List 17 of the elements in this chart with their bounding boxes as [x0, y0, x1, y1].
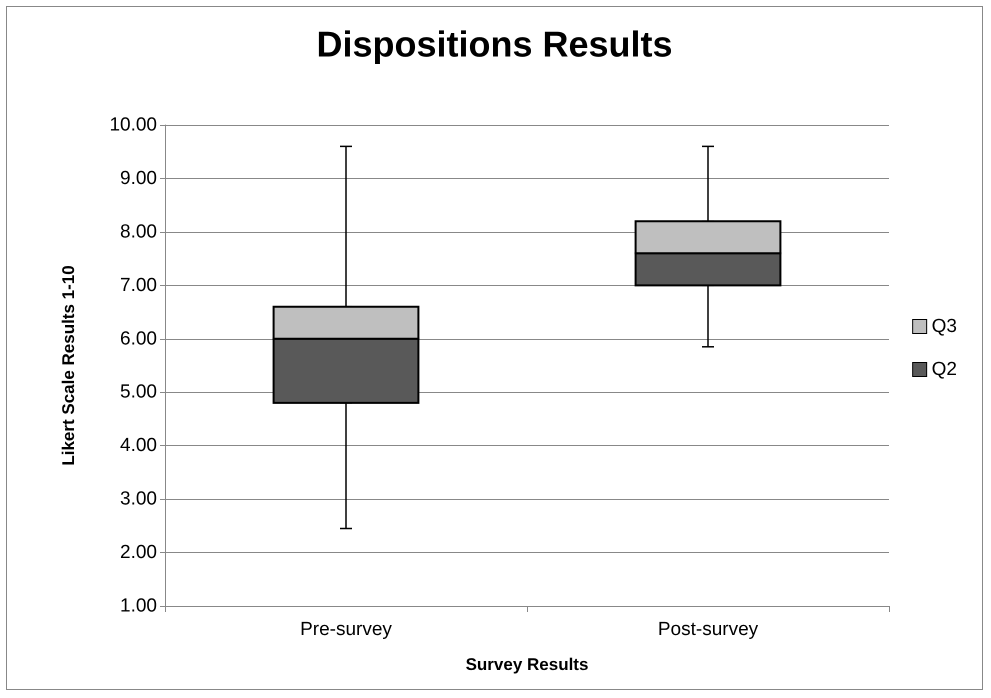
x-axis-title: Survey Results	[466, 655, 588, 674]
y-tick-label: 7.00	[120, 274, 157, 296]
y-tick-label: 3.00	[120, 488, 157, 510]
x-tick-label: Post-survey	[658, 619, 759, 640]
y-tick-label: 5.00	[120, 382, 157, 403]
y-tick-label: 1.00	[120, 596, 157, 616]
x-tick-label: Pre-survey	[300, 619, 392, 640]
y-tick-label: 4.00	[120, 435, 157, 456]
y-tick-label: 8.00	[120, 221, 157, 242]
y-tick-label: 2.00	[120, 542, 157, 564]
chart-title: Dispositions Results	[316, 24, 673, 64]
legend-label: Q3	[932, 316, 958, 337]
y-axis-title: Likert Scale Results 1-10	[59, 265, 78, 466]
y-tick-label: 9.00	[120, 168, 157, 189]
y-tick-label: 10.00	[109, 114, 157, 136]
legend-label: Q2	[932, 359, 958, 380]
y-tick-label: 6.00	[120, 328, 157, 350]
